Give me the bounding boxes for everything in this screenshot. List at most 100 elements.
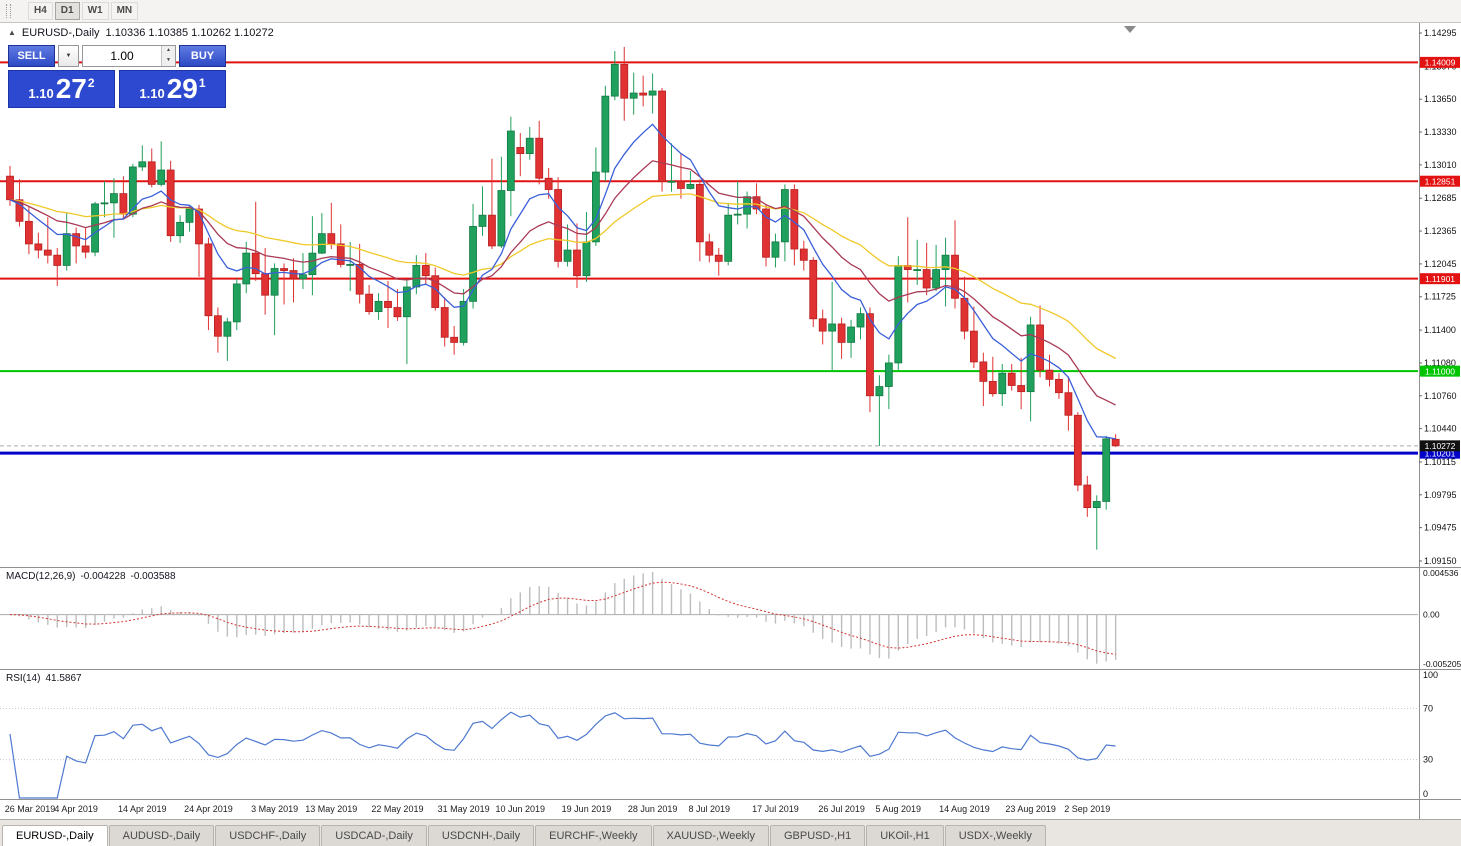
date-label: 23 Aug 2019 bbox=[1005, 804, 1056, 814]
candle-body bbox=[639, 92, 648, 96]
tab-eurchf-weekly[interactable]: EURCHF-,Weekly bbox=[535, 825, 652, 846]
tab-eurusd-daily[interactable]: EURUSD-,Daily bbox=[2, 825, 108, 846]
candle-body bbox=[1026, 324, 1035, 393]
volume-spinner[interactable]: ▲ ▼ bbox=[161, 46, 175, 66]
toolbar-grip[interactable] bbox=[6, 4, 11, 18]
candle-body bbox=[147, 161, 156, 185]
price-scale[interactable] bbox=[1419, 23, 1461, 819]
sell-button[interactable]: SELL bbox=[8, 45, 55, 67]
candle-body bbox=[393, 307, 402, 318]
candle-body bbox=[421, 265, 430, 277]
timeframe-d1-button[interactable]: D1 bbox=[54, 2, 80, 20]
one-click-price-row: 1.10 27 2 1.10 29 1 bbox=[8, 70, 226, 108]
timeframe-h4-button[interactable]: H4 bbox=[28, 2, 53, 20]
volume-input[interactable] bbox=[83, 46, 161, 66]
candle-body bbox=[629, 92, 638, 99]
candle-body bbox=[374, 300, 383, 313]
rsi-scale-label: 70 bbox=[1423, 703, 1433, 713]
candle-body bbox=[213, 315, 222, 337]
candle-body bbox=[544, 177, 553, 190]
buy-price-sup: 1 bbox=[198, 75, 206, 90]
chart-background bbox=[0, 23, 1461, 819]
candle-body bbox=[743, 196, 751, 215]
candle-body bbox=[299, 274, 307, 280]
dropdown-arrow-icon: ▼ bbox=[65, 53, 72, 59]
candle-body bbox=[856, 313, 865, 328]
candle-body bbox=[81, 245, 90, 253]
tab-xauusd-weekly[interactable]: XAUUSD-,Weekly bbox=[652, 825, 769, 846]
candle-body bbox=[894, 265, 903, 364]
candle-body bbox=[91, 203, 99, 253]
price-level-badge-text: 1.12851 bbox=[1425, 176, 1456, 186]
candle-body bbox=[875, 386, 884, 397]
one-click-collapse-icon[interactable]: ▲ bbox=[8, 28, 16, 37]
date-label: 24 Apr 2019 bbox=[184, 804, 233, 814]
candle-body bbox=[1036, 324, 1044, 371]
chart-shift-marker-icon[interactable] bbox=[1124, 26, 1136, 33]
tab-usdchf-daily[interactable]: USDCHF-,Daily bbox=[215, 825, 321, 846]
candle-body bbox=[809, 259, 818, 320]
one-click-trading-panel: SELL ▼ ▲ ▼ BUY 1.10 27 2 1.10 29 bbox=[8, 45, 226, 108]
tab-usdx-weekly[interactable]: USDX-,Weekly bbox=[944, 825, 1046, 846]
volume-dropdown-button[interactable]: ▼ bbox=[58, 45, 79, 67]
candle-body bbox=[979, 361, 988, 382]
candle-body bbox=[582, 241, 591, 277]
candle-body bbox=[724, 214, 733, 262]
date-label: 2 Sep 2019 bbox=[1064, 804, 1110, 814]
buy-price-display[interactable]: 1.10 29 1 bbox=[119, 70, 226, 108]
candle-body bbox=[771, 241, 780, 258]
candle-body bbox=[261, 273, 270, 296]
candle-body bbox=[355, 264, 364, 295]
time-scale[interactable] bbox=[0, 800, 1418, 818]
candle-body bbox=[695, 183, 704, 243]
candle-body bbox=[752, 196, 761, 210]
price-tick-label: 1.11725 bbox=[1424, 292, 1456, 302]
chart-symbol-label: EURUSD-,Daily bbox=[21, 27, 100, 39]
candle-body bbox=[110, 193, 118, 204]
candle-body bbox=[1055, 378, 1063, 394]
chart-title: ▲ EURUSD-,Daily 1.10336 1.10385 1.10262 … bbox=[8, 27, 274, 39]
price-tick-label: 1.10440 bbox=[1424, 424, 1457, 434]
timeframe-mn-button[interactable]: MN bbox=[110, 2, 139, 20]
candle-body bbox=[336, 243, 345, 265]
tab-audusd-daily[interactable]: AUDUSD-,Daily bbox=[108, 825, 215, 846]
candle-body bbox=[1045, 369, 1054, 380]
price-level-badge-text: 1.11901 bbox=[1425, 274, 1455, 284]
tab-usdcad-daily[interactable]: USDCAD-,Daily bbox=[321, 825, 427, 846]
candle-body bbox=[790, 189, 799, 250]
candle-body bbox=[478, 214, 487, 227]
candle-body bbox=[866, 313, 874, 397]
price-level-badge bbox=[1420, 175, 1460, 187]
tab-ukoil-h1[interactable]: UKOil-,H1 bbox=[866, 825, 944, 846]
date-label: 31 May 2019 bbox=[438, 804, 490, 814]
candle-body bbox=[232, 283, 241, 323]
candle-body bbox=[1092, 501, 1101, 509]
buy-button[interactable]: BUY bbox=[179, 45, 226, 67]
candle-body bbox=[799, 248, 808, 261]
date-label: 28 Jun 2019 bbox=[628, 804, 678, 814]
tab-gbpusd-h1[interactable]: GBPUSD-,H1 bbox=[769, 825, 866, 846]
ma-line-9 bbox=[9, 123, 1116, 440]
candle-body bbox=[440, 307, 449, 338]
rsi-scale-label: 30 bbox=[1423, 755, 1433, 765]
candle-body bbox=[563, 249, 572, 262]
candle-body bbox=[157, 169, 166, 185]
buy-price-big: 29 bbox=[166, 73, 198, 104]
candle-body bbox=[1111, 438, 1120, 447]
candle-body bbox=[24, 220, 33, 245]
sell-price-display[interactable]: 1.10 27 2 bbox=[8, 70, 115, 108]
candle-body bbox=[308, 252, 317, 276]
price-tick-label: 1.12685 bbox=[1424, 193, 1457, 203]
date-label: 4 Apr 2019 bbox=[54, 804, 98, 814]
one-click-controls-row: SELL ▼ ▲ ▼ BUY bbox=[8, 45, 226, 67]
spinner-up-icon: ▲ bbox=[162, 46, 175, 56]
candle-body bbox=[195, 208, 203, 245]
candle-body bbox=[1007, 372, 1016, 386]
candle-body bbox=[837, 323, 846, 343]
timeframe-w1-button[interactable]: W1 bbox=[81, 2, 109, 20]
price-tick-label: 1.12365 bbox=[1424, 226, 1457, 236]
tab-usdcnh-daily[interactable]: USDCNH-,Daily bbox=[427, 825, 535, 846]
price-level-badge-text: 1.10201 bbox=[1425, 448, 1456, 458]
price-tick-label: 1.09150 bbox=[1424, 556, 1457, 566]
